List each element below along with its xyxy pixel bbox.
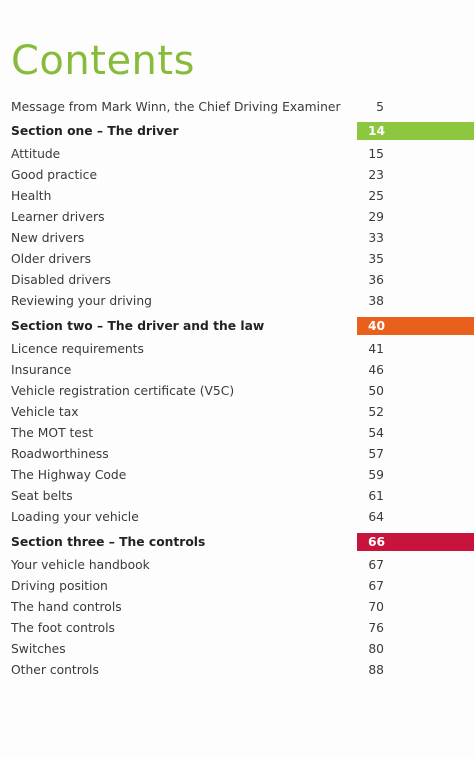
page-number: 88: [368, 663, 384, 677]
entry-text: Disabled drivers: [11, 273, 111, 287]
section-title: Section one – The driver: [11, 124, 179, 138]
entry-text: Message from Mark Winn, the Chief Drivin…: [11, 100, 341, 114]
entry-row: New drivers 33: [0, 228, 474, 248]
entry-row: Other controls 88: [0, 660, 474, 680]
page-number: 61: [368, 489, 384, 503]
entry-row: Message from Mark Winn, the Chief Drivin…: [0, 97, 474, 117]
entry-row: The hand controls 70: [0, 597, 474, 617]
section-row: Section three – The controls 66: [0, 532, 474, 552]
entry-row: Attitude 15: [0, 144, 474, 164]
entry-row: Learner drivers 29: [0, 207, 474, 227]
page-number: 25: [368, 189, 384, 203]
page-number: 38: [368, 294, 384, 308]
page-badge: [357, 317, 474, 335]
entry-row: Licence requirements 41: [0, 339, 474, 359]
entry-row: Vehicle registration certificate (V5C) 50: [0, 381, 474, 401]
entry-row: Vehicle tax 52: [0, 402, 474, 422]
entry-text: Licence requirements: [11, 342, 144, 356]
entry-text: Health: [11, 189, 52, 203]
page-number: 64: [368, 510, 384, 524]
entry-text: Older drivers: [11, 252, 92, 266]
entry-text: Vehicle registration certificate (V5C): [11, 384, 235, 398]
page-number: 57: [368, 447, 384, 461]
entry-text: Switches: [11, 642, 66, 656]
page-number: 14: [368, 124, 386, 138]
page-number: 33: [368, 231, 384, 245]
page-badge: [357, 122, 474, 140]
entry-text: Your vehicle handbook: [11, 558, 150, 572]
page-number: 15: [368, 147, 384, 161]
entry-text: Other controls: [11, 663, 99, 677]
entry-row: Insurance 46: [0, 360, 474, 380]
entry-text: Driving position: [11, 579, 108, 593]
page-badge: [357, 533, 474, 551]
entry-row: Driving position 67: [0, 576, 474, 596]
entry-row: The Highway Code 59: [0, 465, 474, 485]
entry-row: Reviewing your driving 38: [0, 291, 474, 311]
entry-text: Seat belts: [11, 489, 73, 503]
entry-text: Insurance: [11, 363, 72, 377]
page-number: 66: [368, 535, 386, 549]
page-number: 40: [368, 319, 386, 333]
entry-row: Good practice 23: [0, 165, 474, 185]
page-number: 23: [368, 168, 384, 182]
page-number: 59: [368, 468, 384, 482]
section-title: Section two – The driver and the law: [11, 319, 265, 333]
entry-row: The MOT test 54: [0, 423, 474, 443]
page-number: 67: [368, 579, 384, 593]
entry-text: New drivers: [11, 231, 85, 245]
page-number: 5: [376, 100, 384, 114]
page-number: 54: [368, 426, 384, 440]
entry-row: Your vehicle handbook 67: [0, 555, 474, 575]
entry-row: Loading your vehicle 64: [0, 507, 474, 527]
entry-text: The foot controls: [11, 621, 115, 635]
page-number: 50: [368, 384, 384, 398]
page-number: 67: [368, 558, 384, 572]
entry-text: The Highway Code: [11, 468, 127, 482]
entry-row: Older drivers 35: [0, 249, 474, 269]
section-title: Section three – The controls: [11, 535, 206, 549]
entry-text: Good practice: [11, 168, 98, 182]
page-title: Contents: [11, 38, 195, 84]
page-number: 36: [368, 273, 384, 287]
page-number: 70: [368, 600, 384, 614]
page-number: 52: [368, 405, 384, 419]
entry-row: Disabled drivers 36: [0, 270, 474, 290]
entry-text: The hand controls: [11, 600, 122, 614]
page-number: 80: [368, 642, 384, 656]
page-number: 35: [368, 252, 384, 266]
section-row: Section two – The driver and the law 40: [0, 316, 474, 336]
entry-text: Roadworthiness: [11, 447, 109, 461]
page-number: 46: [368, 363, 384, 377]
page-number: 41: [368, 342, 384, 356]
entry-text: Learner drivers: [11, 210, 105, 224]
entry-row: Switches 80: [0, 639, 474, 659]
page-number: 29: [368, 210, 384, 224]
entry-row: The foot controls 76: [0, 618, 474, 638]
section-row: Section one – The driver 14: [0, 121, 474, 141]
entry-text: Loading your vehicle: [11, 510, 139, 524]
entry-text: The MOT test: [11, 426, 94, 440]
entry-text: Vehicle tax: [11, 405, 79, 419]
entry-row: Health 25: [0, 186, 474, 206]
entry-text: Attitude: [11, 147, 61, 161]
entry-row: Roadworthiness 57: [0, 444, 474, 464]
entry-text: Reviewing your driving: [11, 294, 152, 308]
entry-row: Seat belts 61: [0, 486, 474, 506]
page-number: 76: [368, 621, 384, 635]
